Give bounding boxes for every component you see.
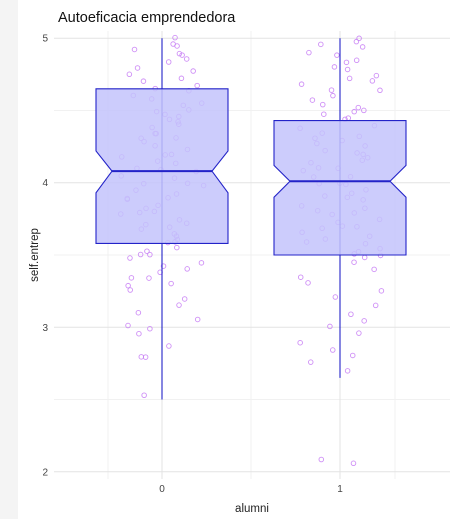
data-point — [327, 323, 333, 330]
data-point — [131, 46, 138, 53]
data-point — [318, 456, 325, 463]
y-tick-label: 3 — [42, 323, 48, 334]
y-tick-label: 5 — [42, 34, 48, 45]
data-point — [126, 71, 133, 78]
chart: 2 3 4 5 0 1 alumni self.entrep Autoeficacia empr… — [29, 10, 450, 515]
data-point — [330, 92, 336, 99]
data-point — [137, 251, 144, 258]
data-point — [378, 288, 385, 294]
data-point — [307, 359, 314, 365]
data-point — [344, 66, 351, 73]
box — [95, 88, 229, 244]
data-point — [160, 263, 167, 269]
data-point — [351, 259, 357, 265]
data-point — [346, 75, 353, 82]
y-axis-title: self.entrep — [29, 228, 41, 282]
data-point — [332, 294, 339, 300]
data-point — [351, 108, 357, 115]
data-point — [125, 322, 131, 329]
data-point — [127, 255, 133, 261]
y-tick-label: 2 — [42, 467, 48, 478]
data-point — [184, 266, 190, 272]
data-point — [146, 275, 152, 281]
data-point — [141, 392, 147, 399]
data-point — [176, 50, 183, 57]
data-point — [331, 64, 338, 70]
data-point — [330, 347, 336, 353]
data-point — [309, 97, 316, 103]
data-point — [172, 34, 178, 41]
data-point — [297, 339, 303, 346]
data-point — [320, 101, 326, 108]
data-point — [134, 65, 141, 71]
data-point — [356, 330, 362, 336]
data-point — [198, 260, 205, 266]
data-point — [321, 111, 327, 117]
data-point — [371, 266, 377, 273]
y-tick-label: 4 — [42, 178, 48, 189]
data-point — [298, 81, 305, 87]
data-point — [373, 72, 380, 79]
data-point — [142, 354, 149, 360]
data-point — [350, 460, 357, 467]
data-point — [372, 302, 379, 309]
data-point — [168, 280, 174, 287]
data-point — [125, 282, 131, 289]
data-point — [179, 52, 185, 58]
data-point — [128, 275, 135, 281]
data-point — [190, 68, 196, 74]
chart-title: Autoeficacia emprendedora — [58, 10, 236, 26]
data-point — [174, 244, 180, 251]
data-point — [194, 316, 201, 323]
data-point — [348, 311, 354, 318]
data-point — [181, 296, 188, 302]
x-axis-title: alumni — [235, 503, 269, 515]
data-point — [369, 78, 376, 84]
data-point — [306, 49, 312, 56]
data-point — [178, 75, 185, 82]
data-point — [377, 87, 383, 94]
data-point — [344, 368, 351, 374]
data-point — [353, 38, 360, 45]
data-point — [305, 280, 311, 286]
data-point — [147, 251, 153, 258]
data-point — [165, 59, 172, 65]
data-point — [135, 309, 142, 316]
data-point — [359, 44, 366, 50]
x-tick-label: 1 — [337, 484, 343, 495]
data-point — [343, 59, 350, 66]
data-point — [147, 325, 153, 332]
data-point — [183, 56, 190, 62]
data-point — [361, 107, 367, 114]
data-point — [174, 43, 180, 49]
chart-frame: 2 3 4 5 0 1 alumni self.entrep Autoeficacia empr… — [18, 0, 452, 519]
data-point — [356, 35, 362, 42]
boxplot-1 — [273, 38, 407, 378]
data-point — [140, 78, 147, 84]
x-tick-label: 0 — [159, 484, 165, 495]
data-point — [334, 52, 340, 58]
data-point — [166, 343, 172, 349]
data-point — [349, 352, 356, 359]
data-point — [361, 318, 367, 324]
data-point — [297, 274, 304, 280]
data-point — [328, 87, 335, 93]
data-point — [353, 57, 360, 64]
data-point — [176, 302, 182, 308]
data-point — [355, 104, 362, 111]
data-point — [318, 41, 324, 48]
data-point — [127, 287, 133, 293]
data-point — [136, 330, 142, 337]
data-point — [144, 248, 150, 254]
boxplot-0 — [95, 38, 229, 400]
data-point — [194, 82, 200, 89]
box — [273, 120, 407, 256]
